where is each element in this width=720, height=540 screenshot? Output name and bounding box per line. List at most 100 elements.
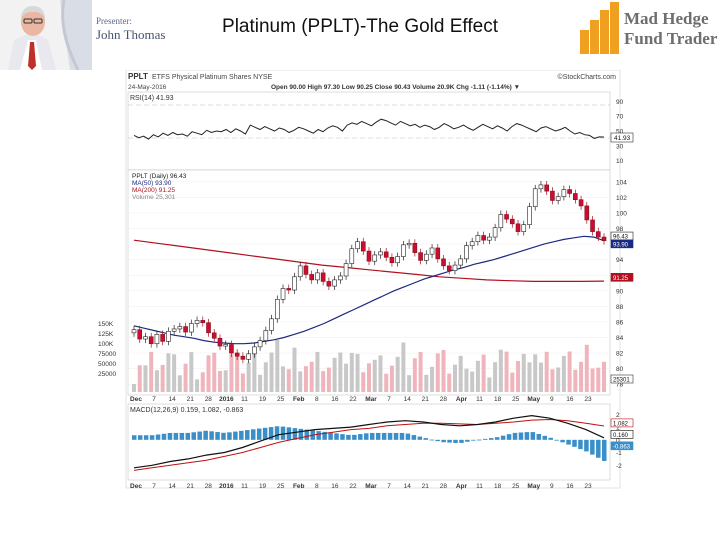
price-candle — [515, 223, 521, 232]
price-current-label: 96.43 — [613, 235, 629, 241]
volume-bar — [206, 355, 211, 392]
x-tick-label: 18 — [494, 483, 502, 490]
volume-bar — [326, 367, 331, 392]
volume-bar — [229, 354, 234, 392]
volume-bar — [286, 369, 291, 392]
x-tick-label: 16 — [566, 396, 574, 403]
chart-name: ETFS Physical Platinum Shares NYSE — [152, 74, 273, 81]
macd-histogram-bar — [548, 437, 553, 440]
price-current-label: 93.90 — [613, 242, 629, 248]
macd-histogram-bar — [459, 439, 464, 443]
macd-histogram-bar — [560, 439, 565, 443]
macd-histogram-bar — [256, 428, 262, 440]
x-tick-label: 25 — [512, 396, 520, 403]
macd-histogram-bar — [221, 432, 226, 440]
price-candle — [424, 253, 429, 261]
price-candle — [338, 275, 343, 281]
volume-bar — [602, 361, 606, 392]
macd-histogram-bar — [566, 439, 571, 445]
x-tick-label: 7 — [387, 396, 391, 403]
volume-current-label: 25301 — [613, 378, 630, 384]
macd-histogram-bar — [358, 434, 363, 440]
price-candle — [183, 326, 188, 333]
rsi-series-line — [133, 118, 605, 140]
x-tick-label: 28 — [440, 483, 448, 490]
price-candle — [280, 288, 286, 300]
logo-line2: Fund Trader — [624, 29, 718, 48]
price-candle — [550, 190, 555, 201]
x-tick-label: Mar — [365, 396, 377, 403]
macd-histogram-bar — [167, 433, 173, 440]
presenter-name: John Thomas — [96, 27, 166, 42]
macd-histogram-bar — [369, 432, 375, 440]
price-candle — [389, 257, 395, 264]
volume-bar — [384, 373, 389, 392]
macd-histogram-bar — [590, 439, 595, 455]
x-tick-label: 7 — [152, 483, 156, 490]
macd-legend: MACD(12,26,9) 0.159, 1.082, -0.863 — [130, 407, 243, 414]
macd-histogram-bar — [155, 434, 161, 440]
volume-bar — [172, 354, 177, 392]
volume-bar — [550, 369, 555, 392]
price-candle — [555, 196, 561, 201]
macd-histogram-bar — [304, 429, 310, 440]
price-tick-label: 104 — [616, 179, 627, 186]
macd-histogram-bar — [209, 431, 214, 440]
macd-histogram-bar — [596, 439, 601, 458]
volume-bar — [269, 352, 274, 392]
price-candle — [217, 337, 223, 347]
macd-histogram-bar — [239, 430, 244, 440]
price-candle — [177, 326, 183, 330]
x-tick-label: 18 — [494, 396, 502, 403]
volume-bar — [298, 371, 303, 392]
x-tick-label: 8 — [315, 396, 319, 403]
x-tick-label: 25 — [277, 396, 285, 403]
volume-bar — [292, 347, 297, 392]
x-tick-label: Feb — [293, 396, 305, 403]
price-candle — [315, 272, 320, 281]
x-tick-label: 25 — [277, 483, 285, 490]
volume-bar — [361, 372, 366, 392]
macd-histogram-bar — [161, 433, 167, 440]
macd-histogram-bar — [191, 432, 196, 440]
x-tick-label: 8 — [315, 483, 319, 490]
price-candle — [458, 258, 464, 266]
x-tick-label: 11 — [476, 396, 483, 403]
price-candle — [383, 251, 389, 258]
price-candle — [349, 248, 355, 264]
volume-bar — [183, 363, 188, 392]
volume-bar — [538, 362, 543, 392]
volume-bar — [338, 352, 343, 392]
price-tick-label: 86 — [616, 319, 624, 326]
price-candle — [464, 245, 469, 260]
macd-histogram-bar — [477, 439, 482, 441]
macd-histogram-bar — [572, 439, 577, 447]
macd-current-label: 1.082 — [613, 421, 629, 427]
volume-bar — [412, 358, 417, 392]
price-tick-label: 102 — [616, 195, 627, 202]
volume-bar — [516, 361, 521, 392]
price-candle — [286, 288, 292, 291]
x-tick-label: May — [527, 483, 540, 490]
price-candle — [148, 336, 154, 345]
volume-bar — [258, 374, 263, 392]
macd-histogram-bar — [524, 432, 530, 440]
volume-bar — [240, 373, 245, 392]
volume-bar — [235, 352, 240, 392]
macd-histogram-bar — [518, 432, 524, 440]
price-legend-item: MA(200) 91.25 — [132, 187, 175, 194]
x-tick-label: 28 — [205, 483, 213, 490]
volume-tick-label: 25000 — [98, 371, 116, 378]
chart-symbol: PPLT — [128, 72, 148, 81]
x-tick-label: Mar — [365, 483, 377, 490]
price-candle — [303, 265, 309, 275]
macd-histogram-bar — [132, 435, 137, 440]
macd-histogram-bar — [328, 432, 333, 440]
price-candle — [246, 353, 251, 360]
volume-bar — [579, 361, 584, 392]
macd-histogram-bar — [203, 430, 208, 440]
macd-histogram-bar — [381, 432, 387, 440]
volume-bar — [407, 375, 412, 392]
price-candle — [131, 329, 137, 334]
price-candle — [234, 352, 240, 357]
